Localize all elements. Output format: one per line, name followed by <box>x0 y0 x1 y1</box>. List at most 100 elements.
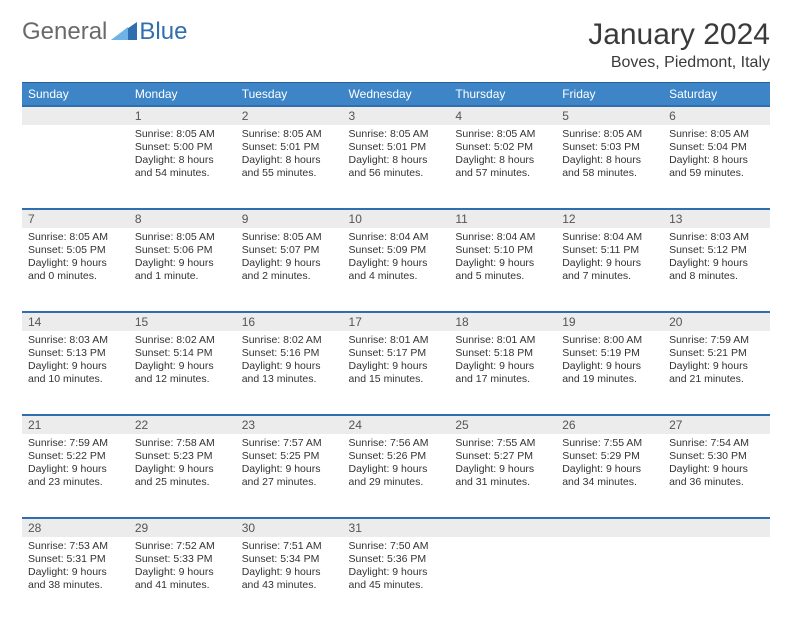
day-number: 16 <box>236 312 343 331</box>
sunrise-line: Sunrise: 7:55 AM <box>562 437 657 450</box>
day-number: 23 <box>236 415 343 434</box>
day-cell-body: Sunrise: 7:56 AMSunset: 5:26 PMDaylight:… <box>343 434 450 496</box>
week-row: Sunrise: 8:03 AMSunset: 5:13 PMDaylight:… <box>22 331 770 415</box>
sunset-line: Sunset: 5:23 PM <box>135 450 230 463</box>
day-cell: Sunrise: 7:55 AMSunset: 5:29 PMDaylight:… <box>556 434 663 518</box>
sunset-line: Sunset: 5:29 PM <box>562 450 657 463</box>
day-cell: Sunrise: 8:05 AMSunset: 5:04 PMDaylight:… <box>663 125 770 209</box>
daylight-line: Daylight: 9 hours and 43 minutes. <box>242 566 337 592</box>
daylight-line: Daylight: 9 hours and 12 minutes. <box>135 360 230 386</box>
daylight-line: Daylight: 9 hours and 25 minutes. <box>135 463 230 489</box>
sunrise-line: Sunrise: 8:05 AM <box>669 128 764 141</box>
day-cell-body: Sunrise: 7:52 AMSunset: 5:33 PMDaylight:… <box>129 537 236 599</box>
sunrise-line: Sunrise: 7:58 AM <box>135 437 230 450</box>
day-number: 9 <box>236 209 343 228</box>
day-number: 29 <box>129 518 236 537</box>
day-cell: Sunrise: 8:04 AMSunset: 5:11 PMDaylight:… <box>556 228 663 312</box>
sunrise-line: Sunrise: 7:50 AM <box>349 540 444 553</box>
daynum-row: 21222324252627 <box>22 415 770 434</box>
day-cell: Sunrise: 7:51 AMSunset: 5:34 PMDaylight:… <box>236 537 343 621</box>
day-number: 5 <box>556 106 663 125</box>
sunset-line: Sunset: 5:05 PM <box>28 244 123 257</box>
day-number: 12 <box>556 209 663 228</box>
daylight-line: Daylight: 8 hours and 55 minutes. <box>242 154 337 180</box>
day-cell: Sunrise: 7:59 AMSunset: 5:21 PMDaylight:… <box>663 331 770 415</box>
dow-thursday: Thursday <box>449 83 556 107</box>
day-number: 13 <box>663 209 770 228</box>
sunrise-line: Sunrise: 8:04 AM <box>349 231 444 244</box>
sunrise-line: Sunrise: 7:52 AM <box>135 540 230 553</box>
day-cell-body: Sunrise: 8:05 AMSunset: 5:04 PMDaylight:… <box>663 125 770 187</box>
day-cell: Sunrise: 8:04 AMSunset: 5:09 PMDaylight:… <box>343 228 450 312</box>
day-cell: Sunrise: 8:05 AMSunset: 5:01 PMDaylight:… <box>343 125 450 209</box>
day-cell: Sunrise: 8:02 AMSunset: 5:14 PMDaylight:… <box>129 331 236 415</box>
sunset-line: Sunset: 5:01 PM <box>349 141 444 154</box>
day-number: 10 <box>343 209 450 228</box>
day-cell: Sunrise: 7:57 AMSunset: 5:25 PMDaylight:… <box>236 434 343 518</box>
sunrise-line: Sunrise: 8:02 AM <box>242 334 337 347</box>
daylight-line: Daylight: 8 hours and 58 minutes. <box>562 154 657 180</box>
sunset-line: Sunset: 5:12 PM <box>669 244 764 257</box>
daylight-line: Daylight: 8 hours and 59 minutes. <box>669 154 764 180</box>
sunrise-line: Sunrise: 8:05 AM <box>28 231 123 244</box>
logo: General Blue <box>22 18 187 46</box>
day-number: 26 <box>556 415 663 434</box>
sunrise-line: Sunrise: 8:05 AM <box>562 128 657 141</box>
daylight-line: Daylight: 9 hours and 29 minutes. <box>349 463 444 489</box>
day-number <box>663 518 770 537</box>
daylight-line: Daylight: 9 hours and 19 minutes. <box>562 360 657 386</box>
sunrise-line: Sunrise: 8:05 AM <box>135 128 230 141</box>
day-number: 18 <box>449 312 556 331</box>
week-row: Sunrise: 7:53 AMSunset: 5:31 PMDaylight:… <box>22 537 770 621</box>
day-cell-body: Sunrise: 8:05 AMSunset: 5:06 PMDaylight:… <box>129 228 236 290</box>
daylight-line: Daylight: 9 hours and 4 minutes. <box>349 257 444 283</box>
dow-monday: Monday <box>129 83 236 107</box>
daylight-line: Daylight: 9 hours and 0 minutes. <box>28 257 123 283</box>
day-number <box>449 518 556 537</box>
day-cell: Sunrise: 7:56 AMSunset: 5:26 PMDaylight:… <box>343 434 450 518</box>
header: General Blue January 2024 Boves, Piedmon… <box>22 18 770 72</box>
day-cell-body: Sunrise: 8:05 AMSunset: 5:05 PMDaylight:… <box>22 228 129 290</box>
logo-text-general: General <box>22 18 107 46</box>
day-cell <box>449 537 556 621</box>
sunset-line: Sunset: 5:00 PM <box>135 141 230 154</box>
daylight-line: Daylight: 9 hours and 1 minute. <box>135 257 230 283</box>
day-cell-body: Sunrise: 8:00 AMSunset: 5:19 PMDaylight:… <box>556 331 663 393</box>
day-number <box>556 518 663 537</box>
daylight-line: Daylight: 9 hours and 8 minutes. <box>669 257 764 283</box>
sunset-line: Sunset: 5:33 PM <box>135 553 230 566</box>
day-cell: Sunrise: 8:05 AMSunset: 5:05 PMDaylight:… <box>22 228 129 312</box>
day-cell: Sunrise: 8:00 AMSunset: 5:19 PMDaylight:… <box>556 331 663 415</box>
calendar-table: Sunday Monday Tuesday Wednesday Thursday… <box>22 82 770 621</box>
day-number: 30 <box>236 518 343 537</box>
daynum-row: 14151617181920 <box>22 312 770 331</box>
sunset-line: Sunset: 5:01 PM <box>242 141 337 154</box>
day-cell: Sunrise: 8:01 AMSunset: 5:17 PMDaylight:… <box>343 331 450 415</box>
day-cell-body: Sunrise: 8:02 AMSunset: 5:14 PMDaylight:… <box>129 331 236 393</box>
daylight-line: Daylight: 9 hours and 5 minutes. <box>455 257 550 283</box>
dow-tuesday: Tuesday <box>236 83 343 107</box>
dow-saturday: Saturday <box>663 83 770 107</box>
week-row: Sunrise: 8:05 AMSunset: 5:05 PMDaylight:… <box>22 228 770 312</box>
week-row: Sunrise: 7:59 AMSunset: 5:22 PMDaylight:… <box>22 434 770 518</box>
sunset-line: Sunset: 5:14 PM <box>135 347 230 360</box>
sunset-line: Sunset: 5:30 PM <box>669 450 764 463</box>
day-number: 31 <box>343 518 450 537</box>
sunrise-line: Sunrise: 8:04 AM <box>562 231 657 244</box>
day-number: 22 <box>129 415 236 434</box>
sunset-line: Sunset: 5:09 PM <box>349 244 444 257</box>
sunset-line: Sunset: 5:19 PM <box>562 347 657 360</box>
sunrise-line: Sunrise: 8:03 AM <box>28 334 123 347</box>
sunset-line: Sunset: 5:11 PM <box>562 244 657 257</box>
day-cell-body: Sunrise: 7:57 AMSunset: 5:25 PMDaylight:… <box>236 434 343 496</box>
day-cell: Sunrise: 8:05 AMSunset: 5:06 PMDaylight:… <box>129 228 236 312</box>
sunset-line: Sunset: 5:07 PM <box>242 244 337 257</box>
logo-text-blue: Blue <box>139 18 187 46</box>
day-number: 2 <box>236 106 343 125</box>
day-number: 15 <box>129 312 236 331</box>
sunrise-line: Sunrise: 7:59 AM <box>28 437 123 450</box>
daylight-line: Daylight: 9 hours and 31 minutes. <box>455 463 550 489</box>
day-number: 20 <box>663 312 770 331</box>
sunrise-line: Sunrise: 8:01 AM <box>455 334 550 347</box>
day-number: 17 <box>343 312 450 331</box>
